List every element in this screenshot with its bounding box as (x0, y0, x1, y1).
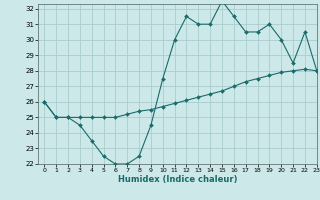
X-axis label: Humidex (Indice chaleur): Humidex (Indice chaleur) (118, 175, 237, 184)
